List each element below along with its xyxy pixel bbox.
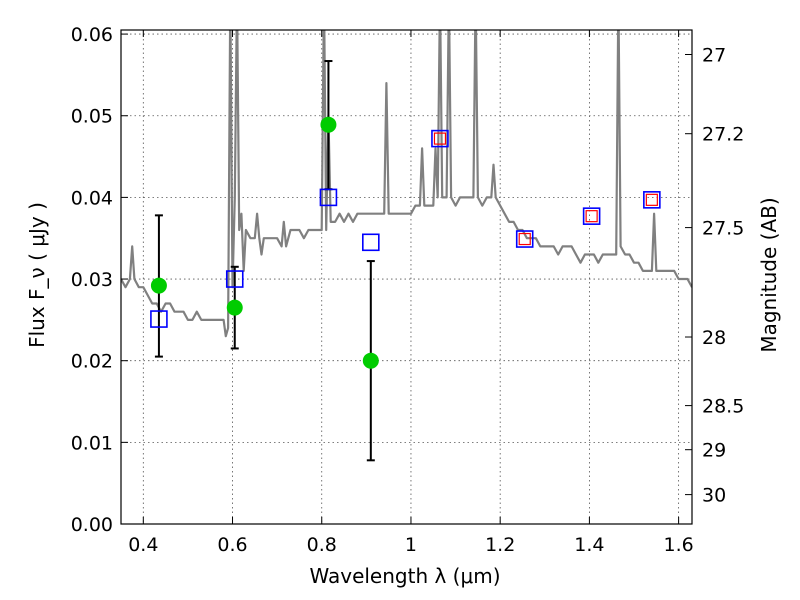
right-tick-label: 27.2: [702, 124, 744, 146]
y-tick-label: 0.01: [71, 432, 113, 454]
data-point: [226, 299, 243, 316]
model-square: [515, 230, 534, 248]
data-point: [320, 116, 337, 133]
y-tick-label: 0.04: [71, 187, 113, 209]
x-tick-label: 1: [405, 534, 417, 556]
right-tick-label: 29: [702, 440, 726, 462]
model-square: [225, 270, 244, 288]
y-axis-label: Flux F_ν ( μJy ): [25, 202, 49, 348]
right-tick-label: 28.5: [702, 396, 744, 418]
y-tick-label: 0.00: [71, 514, 113, 536]
data-point: [362, 352, 379, 369]
right-tick-label: 28: [702, 327, 726, 349]
flux-spectrum: [121, 30, 692, 338]
data-point: [150, 277, 167, 294]
x-tick-label: 1.6: [664, 534, 694, 556]
plot-frame: [120, 29, 693, 525]
model-square: [319, 188, 338, 207]
right-tick-label: 30: [702, 485, 726, 507]
x-tick-label: 0.8: [307, 534, 337, 556]
x-ticks: 0.4 0.6 0.8 1 1.2 1.4 1.6: [128, 30, 694, 556]
x-tick-label: 1.4: [574, 534, 604, 556]
grid-lines: [121, 30, 692, 524]
model-square: [150, 310, 168, 328]
x-axis-label: Wavelength λ (μm): [309, 564, 500, 588]
right-tick-label: 27.5: [702, 218, 744, 240]
right-tick-label: 27: [702, 44, 726, 66]
model-square: [431, 129, 449, 148]
model-square-small: [433, 132, 447, 145]
model-square: [643, 191, 661, 209]
model-square-small: [585, 210, 598, 223]
model-square: [582, 207, 601, 225]
measured-points: [150, 60, 379, 462]
model-squares: [150, 129, 661, 328]
y-tick-label: 0.02: [71, 351, 113, 373]
y-tick-label: 0.05: [71, 106, 113, 128]
x-tick-label: 1.2: [485, 534, 515, 556]
y-ticks: 0.00 0.01 0.02 0.03 0.04 0.05 0.06: [71, 24, 128, 536]
x-tick-label: 0.6: [217, 534, 247, 556]
model-square: [362, 233, 380, 252]
y-tick-label: 0.03: [71, 269, 113, 291]
right-ticks: 27 27.2 27.5 28 28.5 29 30: [685, 44, 744, 507]
y-axis-right-label: Magnitude (AB): [757, 197, 781, 352]
model-square-small: [518, 232, 531, 246]
model-square-small: [645, 193, 658, 206]
spectrum-line: [121, 30, 692, 338]
y-tick-label: 0.06: [71, 24, 113, 46]
x-tick-label: 0.4: [128, 534, 158, 556]
